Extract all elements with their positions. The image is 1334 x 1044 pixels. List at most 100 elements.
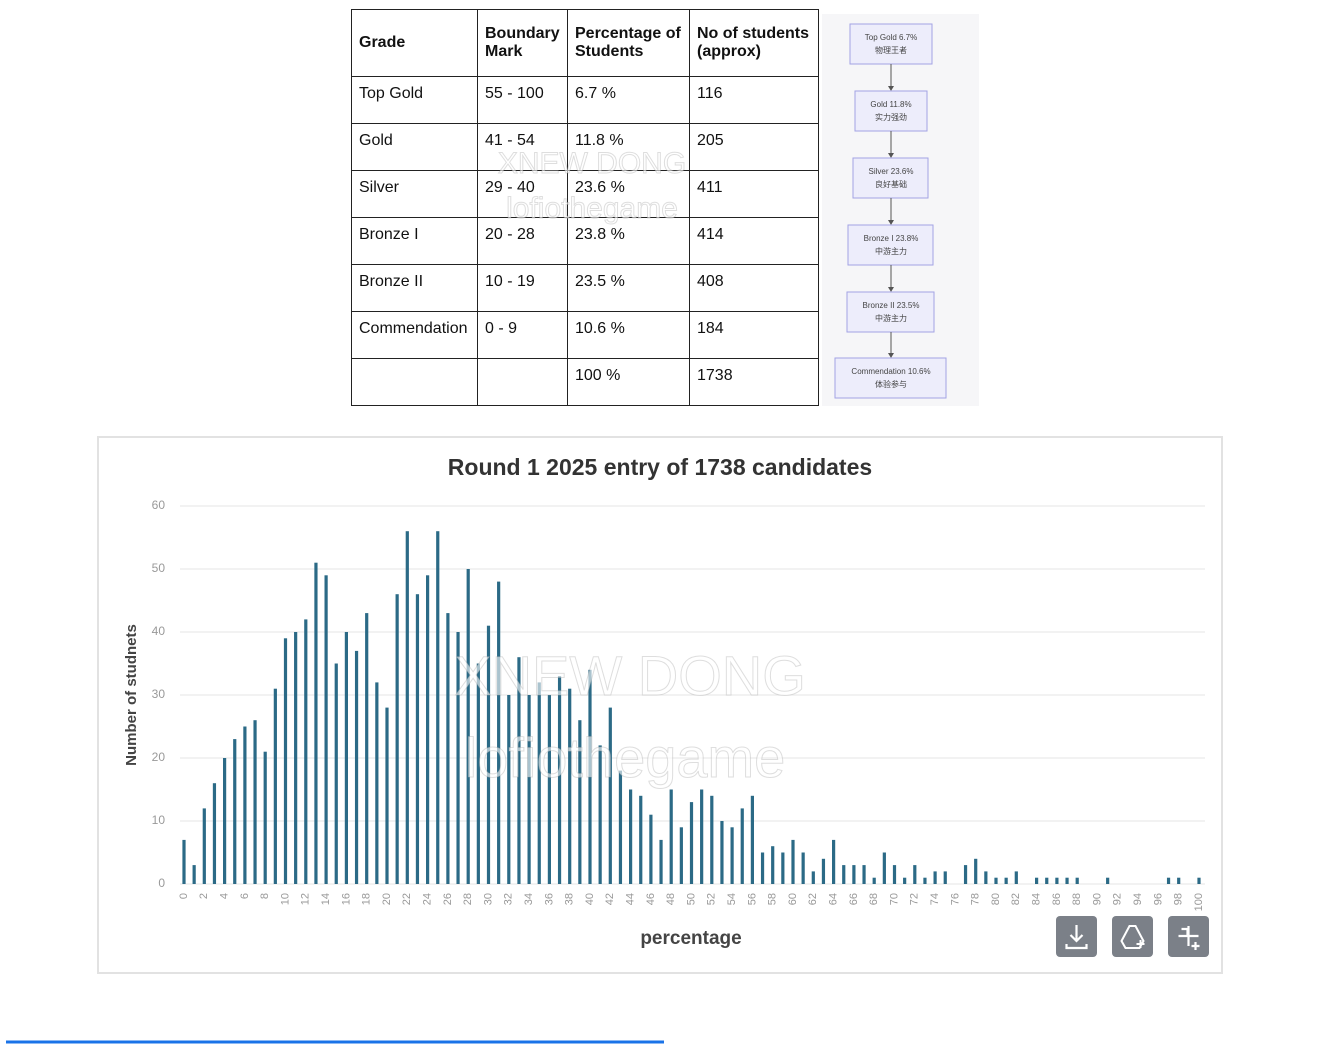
x-tick-label: 26 [442,893,454,905]
x-tick-label: 82 [1010,893,1022,905]
table-cell [477,358,568,406]
grade-table: Grade Boundary Mark Percentage of Students… [351,9,819,406]
bar [791,839,795,884]
x-tick-label: 22 [401,893,413,905]
bar [771,846,775,884]
bar [385,707,389,884]
bar [344,632,348,884]
bar [314,562,318,884]
x-tick-label: 48 [665,893,677,905]
header-cell: Boundary Mark [477,9,568,77]
bar [588,669,592,884]
x-tick-label: 10 [279,893,291,905]
y-tick-label: 40 [152,624,166,638]
add-button[interactable] [1168,916,1209,957]
x-tick-label: 46 [645,893,657,905]
bar [821,858,826,884]
table-row: Bronze II 10 - 19 23.5 % 408 [351,264,819,312]
bar [1055,877,1059,884]
bar [527,695,531,884]
bar [557,676,562,884]
x-tick-label: 78 [970,893,982,905]
table-cell: 6.7 % [567,76,690,124]
table-cell: 23.5 % [567,264,690,312]
node-label: Bronze I 23.8% [864,234,919,243]
bar [811,871,815,884]
bar [832,839,836,884]
bar [456,632,460,884]
node-label: Silver 23.6% [869,167,914,176]
bar [903,877,907,884]
flow-node [847,224,934,266]
table-cell: 10 - 19 [477,264,568,312]
flow-node [846,291,935,333]
bar [415,594,420,884]
x-axis-label: percentage [640,928,741,949]
bar [273,688,277,884]
bar [476,663,480,884]
node-sub: 体验参与 [875,379,907,389]
x-tick-label: 54 [726,893,738,905]
bar [689,802,694,884]
bar [1004,877,1008,884]
x-tick-label: 66 [848,893,860,905]
add-drive-button[interactable] [1112,916,1153,957]
header-row: Grade Boundary Mark Percentage of Students… [351,9,819,77]
node-sub: 中游主力 [875,246,907,256]
arrow-head [888,287,894,292]
table-row: Bronze I 20 - 28 23.8 % 414 [351,217,819,265]
x-tick-label: 18 [361,893,373,905]
table-cell: Silver [351,170,478,218]
x-tick-label: 96 [1152,893,1164,905]
x-tick-label: 40 [584,893,596,905]
bar [243,726,247,884]
table-cell: 411 [689,170,819,218]
table-row: Commendation 0 - 9 10.6 % 184 [351,311,819,359]
bar [963,865,968,884]
bar [781,852,785,884]
bar [984,871,988,884]
bar [720,821,724,884]
bar [1177,877,1181,884]
x-tick-label: 62 [807,893,819,905]
x-tick-label: 50 [685,893,697,905]
flow-node [834,357,947,399]
node-sub: 物理王者 [875,45,907,55]
bar [253,720,257,884]
bar [872,877,876,884]
bar [1065,877,1069,884]
bar [233,739,237,884]
bar [192,865,196,884]
x-tick-label: 20 [381,893,393,905]
download-button[interactable] [1056,916,1097,957]
bar [304,619,308,884]
bar [710,795,714,884]
node-sub: 实力强劲 [875,112,907,122]
x-tick-label: 70 [888,893,900,905]
x-tick-label: 76 [949,893,961,905]
x-tick-label: 42 [604,893,616,905]
x-tick-label: 16 [340,893,352,905]
bar [649,814,653,884]
table-cell: 23.6 % [567,170,690,218]
node-sub: 良好基础 [875,179,907,189]
flow-node [849,23,933,65]
x-tick-label: 88 [1071,893,1083,905]
table-cell [351,358,478,406]
bar [669,789,673,884]
flow-node [852,157,929,199]
bar [405,531,409,884]
bar [974,858,978,884]
header-cell: Percentage of Students [567,9,690,77]
diagram-background [822,14,979,406]
node-label: Gold 11.8% [870,100,911,109]
bar [1035,877,1039,884]
bar [943,871,947,884]
header-cell: No of students (approx) [689,9,819,77]
node-label: Bronze II 23.5% [863,301,920,310]
bar [994,877,998,884]
x-tick-label: 32 [503,893,515,905]
bar [1045,877,1049,884]
x-tick-label: 2 [198,893,210,899]
